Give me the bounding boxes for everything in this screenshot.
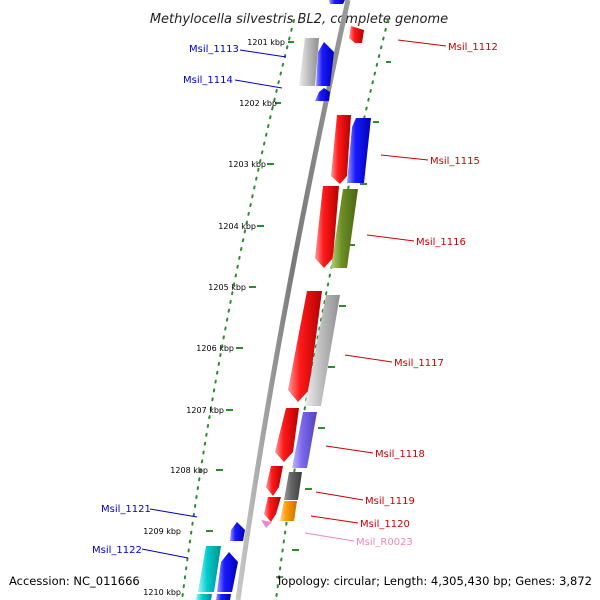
- leader-msil-1117: [344, 354, 393, 363]
- leader-msil-1112: [397, 39, 447, 47]
- gene-labels: Msil_1112 Msil_1113 Msil_1114 Msil_1115 …: [92, 42, 498, 556]
- feature-msil-1112[interactable]: [349, 26, 364, 43]
- leader-msil-1120: [310, 515, 359, 524]
- gene-label-msil-1118[interactable]: Msil_1118: [375, 449, 425, 460]
- feature-bottom-cyan[interactable]: [196, 594, 212, 600]
- gene-label-msil-1115[interactable]: Msil_1115: [430, 156, 480, 167]
- gene-label-msil-1113[interactable]: Msil_1113: [189, 44, 239, 55]
- feature-msil-1119-red[interactable]: [266, 466, 283, 496]
- feature-top-blue[interactable]: [329, 0, 345, 4]
- leader-msil-1113: [239, 49, 287, 58]
- tick-label-1209: 1209 kbp: [143, 527, 181, 536]
- tick-label-1207: 1207 kbp: [186, 406, 224, 415]
- feature-bottom-blue[interactable]: [216, 594, 231, 600]
- feature-msil-1118-purple[interactable]: [292, 412, 317, 468]
- tick-label-1203: 1203 kbp: [228, 160, 266, 169]
- feature-msil-1115-red[interactable]: [331, 115, 351, 184]
- leader-lines: [141, 39, 447, 559]
- feature-msil-1117-red[interactable]: [288, 291, 322, 402]
- leader-msil-1118: [325, 445, 374, 454]
- tick-label-1204: 1204 kbp: [218, 222, 256, 231]
- tick-label-1208: 1208 kbp: [170, 466, 208, 475]
- gene-label-msil-1120[interactable]: Msil_1120: [360, 519, 410, 530]
- feature-msil-1115-blue[interactable]: [347, 118, 371, 183]
- leader-msil-1122: [141, 548, 189, 559]
- leader-msil-1114: [234, 79, 283, 89]
- feature-msil-r0023[interactable]: [261, 520, 272, 528]
- feature-msil-1118-red[interactable]: [275, 408, 299, 462]
- feature-msil-1121[interactable]: [230, 522, 245, 541]
- accession-text: Accession: NC_011666: [9, 574, 140, 588]
- feature-msil-1117-gray[interactable]: [305, 295, 340, 406]
- feature-msil-1120-orange[interactable]: [280, 501, 297, 521]
- features: [196, 0, 371, 600]
- leader-msil-1116: [366, 234, 415, 242]
- feature-msil-1122-cyan[interactable]: [198, 546, 221, 592]
- gene-label-msil-1116[interactable]: Msil_1116: [416, 237, 466, 248]
- tick-label-1205: 1205 kbp: [208, 283, 246, 292]
- feature-msil-1113[interactable]: [299, 38, 319, 86]
- gene-label-msil-1114[interactable]: Msil_1114: [183, 75, 233, 86]
- feature-msil-1116-olive[interactable]: [331, 189, 358, 268]
- leader-msil-1119: [315, 491, 364, 501]
- feature-msil-1120-red[interactable]: [264, 497, 281, 522]
- tick-label-1206: 1206 kbp: [196, 344, 234, 353]
- leader-msil-1121: [149, 508, 198, 518]
- tick-label-1202: 1202 kbp: [239, 99, 277, 108]
- leader-msil-r0023: [304, 532, 355, 542]
- outer-track-boundary: [275, 19, 389, 600]
- map-title: Methylocella silvestris BL2, complete ge…: [150, 12, 448, 27]
- feature-msil-1119-darkgray[interactable]: [284, 472, 302, 500]
- feature-msil-1114b[interactable]: [315, 88, 330, 101]
- leader-msil-1115: [380, 154, 429, 161]
- gene-label-msil-1119[interactable]: Msil_1119: [365, 496, 415, 507]
- scale-ticks: 1201 kbp 1202 kbp 1203 kbp 1204 kbp 1205…: [143, 38, 391, 597]
- tick-label-1210: 1210 kbp: [143, 588, 181, 597]
- gene-label-msil-1121[interactable]: Msil_1121: [101, 504, 151, 515]
- inner-track-boundary: [181, 19, 295, 600]
- feature-msil-1116-red[interactable]: [315, 186, 339, 268]
- feature-msil-1114[interactable]: [316, 42, 334, 86]
- genome-summary-text: Topology: circular; Length: 4,305,430 bp…: [276, 574, 592, 588]
- feature-msil-1122-blue[interactable]: [217, 552, 238, 592]
- tick-label-1201: 1201 kbp: [247, 38, 285, 47]
- gene-label-msil-r0023[interactable]: Msil_R0023: [356, 537, 413, 548]
- gene-label-msil-1117[interactable]: Msil_1117: [394, 358, 444, 369]
- gene-label-msil-1122[interactable]: Msil_1122: [92, 545, 142, 556]
- gene-label-msil-1112[interactable]: Msil_1112: [448, 42, 498, 53]
